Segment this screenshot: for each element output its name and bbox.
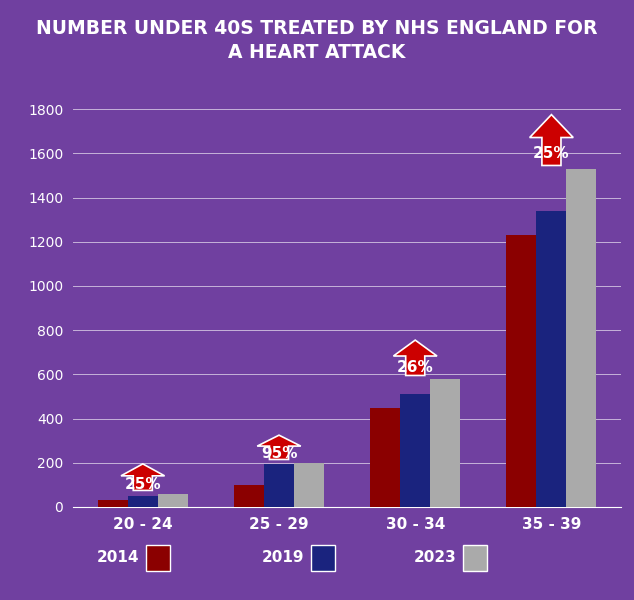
Bar <box>370 407 400 507</box>
Polygon shape <box>121 464 165 490</box>
Text: 25%: 25% <box>533 146 570 161</box>
Bar <box>507 235 536 507</box>
Polygon shape <box>394 340 437 376</box>
Text: 2019: 2019 <box>262 551 304 565</box>
Text: NUMBER UNDER 40S TREATED BY NHS ENGLAND FOR
A HEART ATTACK: NUMBER UNDER 40S TREATED BY NHS ENGLAND … <box>36 19 598 62</box>
Polygon shape <box>529 115 573 166</box>
Text: 2014: 2014 <box>97 551 139 565</box>
Bar <box>536 211 566 507</box>
Bar <box>234 485 264 507</box>
Bar <box>158 494 188 507</box>
Text: 25%: 25% <box>124 477 161 492</box>
Text: 95%: 95% <box>261 446 297 461</box>
Bar <box>400 394 430 507</box>
Text: 26%: 26% <box>397 360 434 375</box>
Text: 2023: 2023 <box>414 551 456 565</box>
Bar <box>566 169 597 507</box>
Bar <box>128 496 158 507</box>
Polygon shape <box>257 435 301 460</box>
Bar <box>98 500 128 507</box>
Bar <box>430 379 460 507</box>
Bar <box>264 464 294 507</box>
Bar <box>294 463 324 507</box>
